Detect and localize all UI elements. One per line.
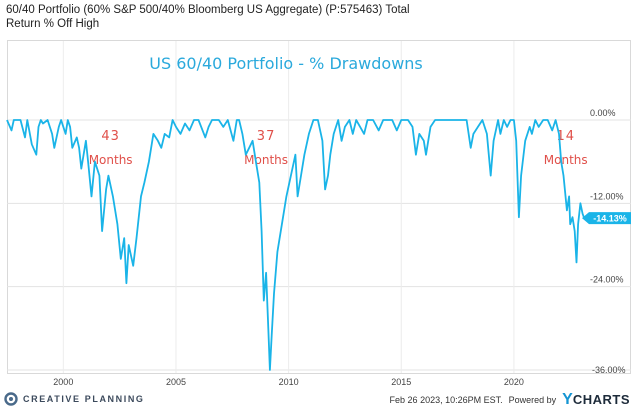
chart-footer: Feb 26 2023, 10:26PM EST. Powered by Y C…	[390, 391, 630, 409]
annotation-number: 37	[257, 129, 276, 144]
x-tick-label: 2015	[391, 377, 411, 387]
chart-timestamp: Feb 26 2023, 10:26PM EST.	[389, 395, 503, 405]
y-tick-label: -24.00%	[590, 275, 624, 285]
annotation-months: Months	[89, 153, 133, 167]
annotation-number: 43	[101, 129, 120, 144]
y-tick-label: 0.00%	[590, 108, 616, 118]
annotation-number: 14	[556, 129, 575, 144]
brand-name: CREATIVE PLANNING	[23, 394, 145, 404]
last-value-marker	[582, 212, 631, 225]
chart-header-title: 60/40 Portfolio (60% S&P 500/40% Bloombe…	[6, 4, 410, 30]
ycharts-logo-y: Y	[562, 391, 573, 408]
ycharts-logo-text: CHARTS	[572, 392, 630, 407]
creative-planning-icon	[4, 392, 18, 406]
last-value-label: -14.13%	[593, 214, 627, 224]
y-tick-label: -36.00%	[592, 365, 626, 375]
chart-title: US 60/40 Portfolio - % Drawdowns	[149, 54, 423, 73]
y-tick-label: -12.00%	[590, 191, 624, 201]
ycharts-logo[interactable]: Y CHARTS	[562, 391, 630, 409]
annotation-months: Months	[244, 153, 288, 167]
plot-frame	[7, 40, 631, 374]
brand-logo: CREATIVE PLANNING	[4, 390, 145, 408]
drawdown-chart: US 60/40 Portfolio - % Drawdowns 43 Month…	[6, 41, 631, 387]
annotation-months: Months	[544, 153, 588, 167]
powered-by-label: Powered by	[508, 395, 557, 405]
series-line	[6, 119, 586, 371]
x-tick-label: 2005	[166, 377, 186, 387]
x-tick-label: 2000	[53, 377, 73, 387]
x-tick-label: 2010	[279, 377, 299, 387]
chart-header: 60/40 Portfolio (60% S&P 500/40% Bloombe…	[6, 3, 446, 31]
x-tick-label: 2020	[504, 377, 524, 387]
